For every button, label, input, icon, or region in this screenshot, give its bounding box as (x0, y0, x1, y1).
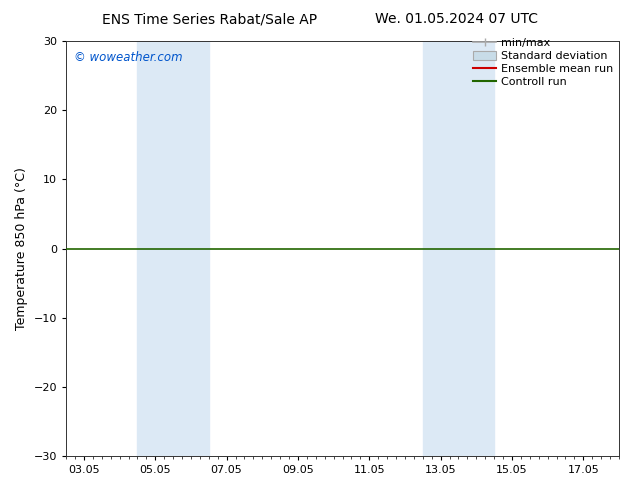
Bar (138, 41, 209, 456)
Legend: min/max, Standard deviation, Ensemble mean run, Controll run: min/max, Standard deviation, Ensemble me… (474, 38, 614, 87)
Y-axis label: Temperature 850 hPa (°C): Temperature 850 hPa (°C) (15, 167, 28, 330)
Bar (423, 41, 494, 456)
Text: ENS Time Series Rabat/Sale AP: ENS Time Series Rabat/Sale AP (101, 12, 317, 26)
Text: We. 01.05.2024 07 UTC: We. 01.05.2024 07 UTC (375, 12, 538, 26)
Text: © woweather.com: © woweather.com (74, 51, 183, 64)
